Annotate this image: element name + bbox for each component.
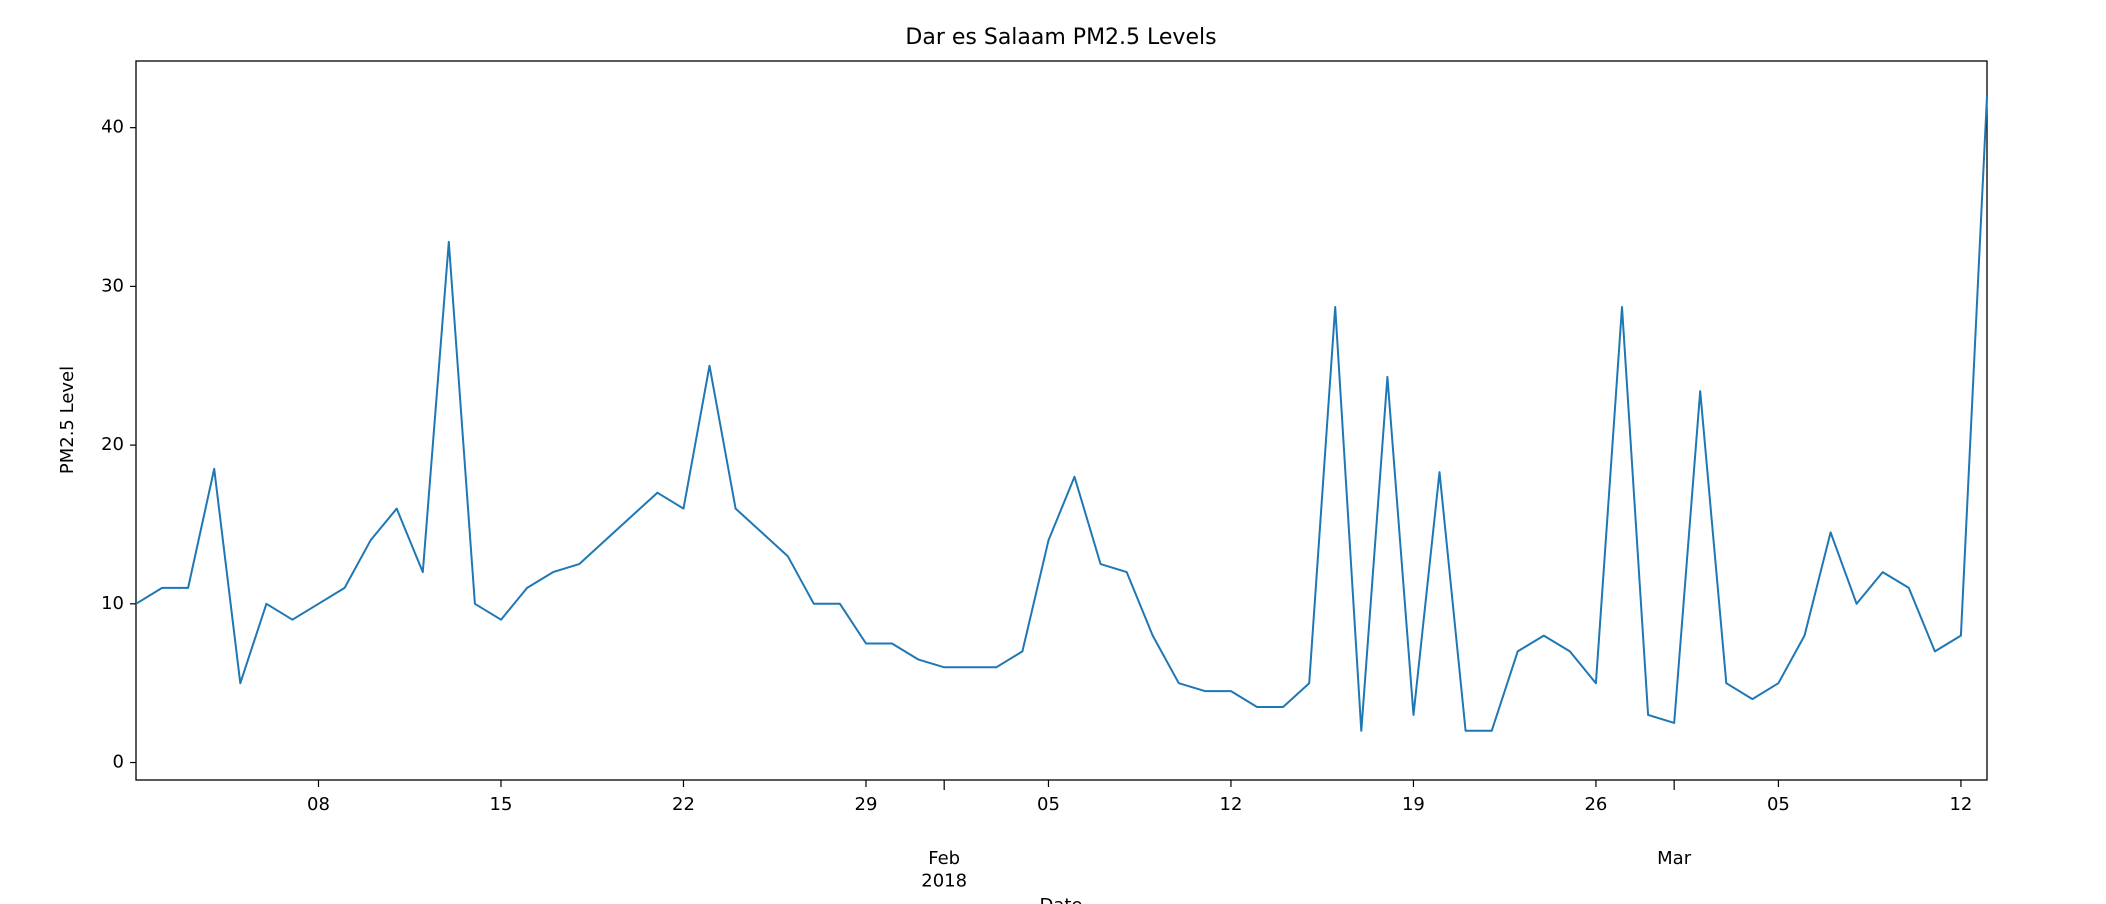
x-tick-label: 29 — [855, 794, 878, 815]
data-line — [135, 95, 1988, 732]
x-tick-label: 15 — [490, 794, 513, 815]
y-axis-label: PM2.5 Level — [57, 366, 78, 474]
x-tick-label: 05 — [1767, 794, 1790, 815]
y-tick-label: 0 — [113, 752, 124, 773]
y-tick-label: 20 — [101, 434, 124, 455]
chart-title: Dar es Salaam PM2.5 Levels — [905, 25, 1216, 50]
x-tick-label: 12 — [1949, 794, 1972, 815]
y-tick-label: 40 — [101, 117, 124, 138]
y-tick-label: 30 — [101, 275, 124, 296]
y-tick-label: 10 — [101, 593, 124, 614]
x-tick-label: 22 — [672, 794, 695, 815]
x-tick-label: 19 — [1402, 794, 1425, 815]
x-tick-label: Mar — [1657, 848, 1692, 869]
plot-frame — [135, 60, 1988, 781]
x-tick-label: 08 — [307, 794, 330, 815]
x-tick-label: 26 — [1584, 794, 1607, 815]
x-tick-label: 05 — [1037, 794, 1060, 815]
x-tick-label: Feb 2018 — [921, 848, 967, 892]
x-axis-label: Date — [1039, 895, 1082, 904]
x-tick-label: 12 — [1220, 794, 1243, 815]
